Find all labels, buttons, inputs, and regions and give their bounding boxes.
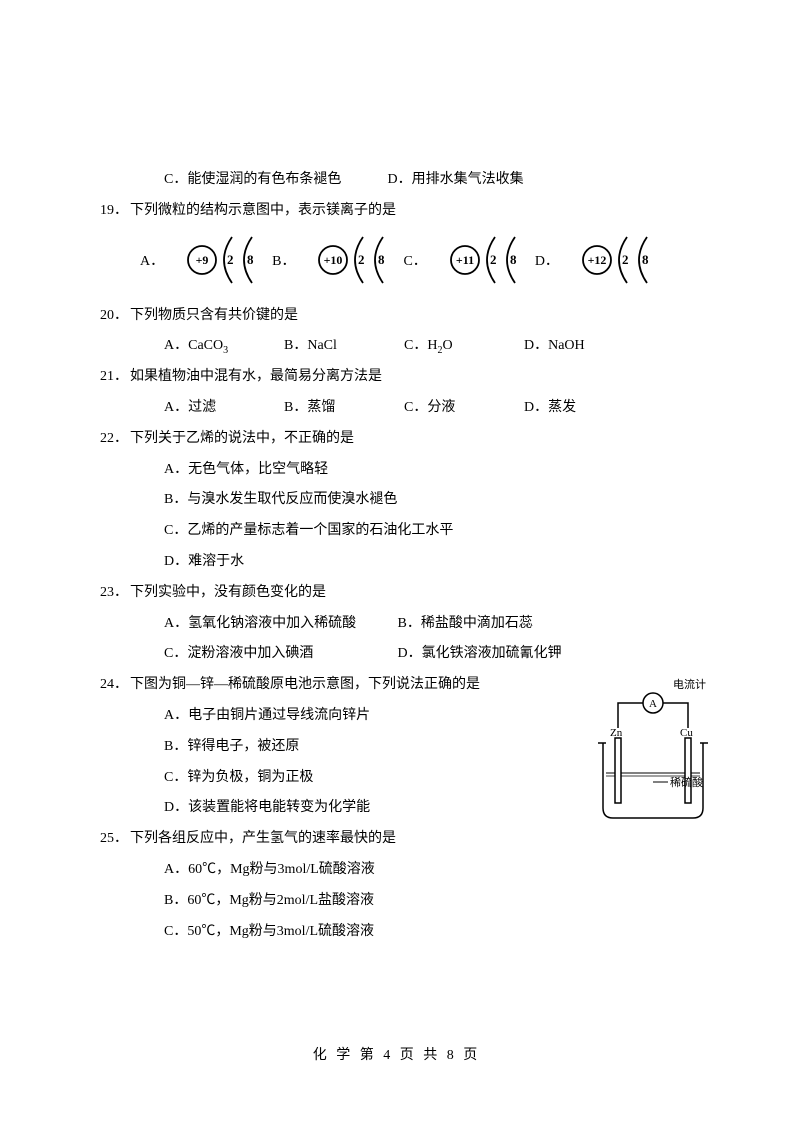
q24-text: 下图为铜—锌—稀硫酸原电池示意图，下列说法正确的是	[130, 677, 480, 692]
q-number: 21．	[100, 362, 130, 393]
svg-text:2: 2	[622, 252, 629, 267]
q25-opt-b: B．60℃，Mg粉与2mol/L盐酸溶液	[100, 886, 693, 917]
svg-text:8: 8	[247, 252, 254, 267]
cu-label: Cu	[680, 727, 693, 739]
q22-opt-c: C．乙烯的产量标志着一个国家的石油化工水平	[100, 516, 693, 547]
q21-opt-c: C．分液	[404, 393, 524, 424]
q20-opt-d: D．NaOH	[524, 331, 585, 362]
q25-opt-c: C．50℃，Mg粉与3mol/L硫酸溶液	[100, 917, 693, 948]
q-number: 20．	[100, 301, 130, 332]
atom-option-label: B．	[272, 250, 295, 270]
atom-option-label: A．	[140, 250, 164, 270]
q19-diagrams: A．+928B．+1028C．+1128D．+1228	[100, 233, 693, 287]
q23-options-row2: C．淀粉溶液中加入碘酒 D．氯化铁溶液加硫氰化钾	[100, 639, 693, 670]
q21-opt-b: B．蒸馏	[284, 393, 404, 424]
battery-diagram: 电流计 A Zn Cu 稀硫酸	[598, 678, 708, 833]
q19-stem: 19．下列微粒的结构示意图中，表示镁离子的是	[100, 196, 693, 227]
q25-text: 下列各组反应中，产生氢气的速率最快的是	[130, 831, 396, 846]
atom-diagram: B． +10 28	[272, 233, 391, 287]
page-footer: 化 学 第 4 页 共 8 页	[0, 1044, 793, 1064]
svg-text:2: 2	[490, 252, 497, 267]
q20-text: 下列物质只含有共价键的是	[130, 308, 298, 323]
q22-stem: 22．下列关于乙烯的说法中，不正确的是	[100, 424, 693, 455]
q20-opt-b: B．NaCl	[284, 331, 404, 362]
q22-opt-b: B．与溴水发生取代反应而使溴水褪色	[100, 485, 693, 516]
q25-opt-a: A．60℃，Mg粉与3mol/L硫酸溶液	[100, 855, 693, 886]
q20-opt-c: C．H2O	[404, 331, 524, 362]
svg-text:2: 2	[227, 252, 234, 267]
meter-label: 电流计	[673, 678, 706, 691]
q18-opt-d: D．用排水集气法收集	[388, 172, 524, 187]
q22-opt-a: A．无色气体，比空气略轻	[100, 455, 693, 486]
atom-diagram: A． +9 28	[140, 233, 260, 287]
acid-label: 稀硫酸	[670, 775, 703, 789]
q-number: 25．	[100, 824, 130, 855]
q23-opt-b: B．稀盐酸中滴加石蕊	[398, 616, 533, 631]
svg-text:+10: +10	[324, 253, 343, 267]
q22-opt-d: D．难溶于水	[100, 547, 693, 578]
q23-stem: 23．下列实验中，没有颜色变化的是	[100, 578, 693, 609]
svg-text:8: 8	[510, 252, 517, 267]
q20-opt-a: A．CaCO3	[164, 331, 284, 362]
svg-text:+12: +12	[588, 253, 607, 267]
q21-opt-d: D．蒸发	[524, 393, 576, 424]
atom-diagram: D． +12 28	[535, 233, 655, 287]
svg-text:+11: +11	[456, 253, 474, 267]
q23-opt-a: A．氢氧化钠溶液中加入稀硫酸	[164, 609, 394, 640]
q18-options: C．能使湿润的有色布条褪色 D．用排水集气法收集	[100, 165, 693, 196]
q21-options: A．过滤 B．蒸馏 C．分液 D．蒸发	[100, 393, 693, 424]
q23-opt-d: D．氯化铁溶液加硫氰化钾	[398, 646, 562, 661]
q20-stem: 20．下列物质只含有共价键的是	[100, 301, 693, 332]
q23-opt-c: C．淀粉溶液中加入碘酒	[164, 639, 394, 670]
q-number: 19．	[100, 196, 130, 227]
q21-stem: 21．如果植物油中混有水，最简易分离方法是	[100, 362, 693, 393]
q21-text: 如果植物油中混有水，最简易分离方法是	[130, 369, 382, 384]
q22-text: 下列关于乙烯的说法中，不正确的是	[130, 431, 354, 446]
q23-options-row1: A．氢氧化钠溶液中加入稀硫酸 B．稀盐酸中滴加石蕊	[100, 609, 693, 640]
q-number: 22．	[100, 424, 130, 455]
svg-text:+9: +9	[196, 253, 209, 267]
q18-opt-c: C．能使湿润的有色布条褪色	[164, 165, 384, 196]
svg-text:2: 2	[358, 252, 365, 267]
svg-text:8: 8	[642, 252, 649, 267]
q-number: 24．	[100, 670, 130, 701]
atom-diagram: C． +11 28	[403, 233, 522, 287]
q23-text: 下列实验中，没有颜色变化的是	[130, 585, 326, 600]
q19-text: 下列微粒的结构示意图中，表示镁离子的是	[130, 203, 396, 218]
svg-text:8: 8	[378, 252, 385, 267]
meter-a: A	[649, 698, 657, 710]
zn-label: Zn	[610, 727, 623, 739]
q-number: 23．	[100, 578, 130, 609]
q21-opt-a: A．过滤	[164, 393, 284, 424]
atom-option-label: C．	[403, 250, 426, 270]
q20-options: A．CaCO3 B．NaCl C．H2O D．NaOH	[100, 331, 693, 362]
exam-page: C．能使湿润的有色布条褪色 D．用排水集气法收集 19．下列微粒的结构示意图中，…	[0, 0, 793, 1007]
atom-option-label: D．	[535, 250, 559, 270]
